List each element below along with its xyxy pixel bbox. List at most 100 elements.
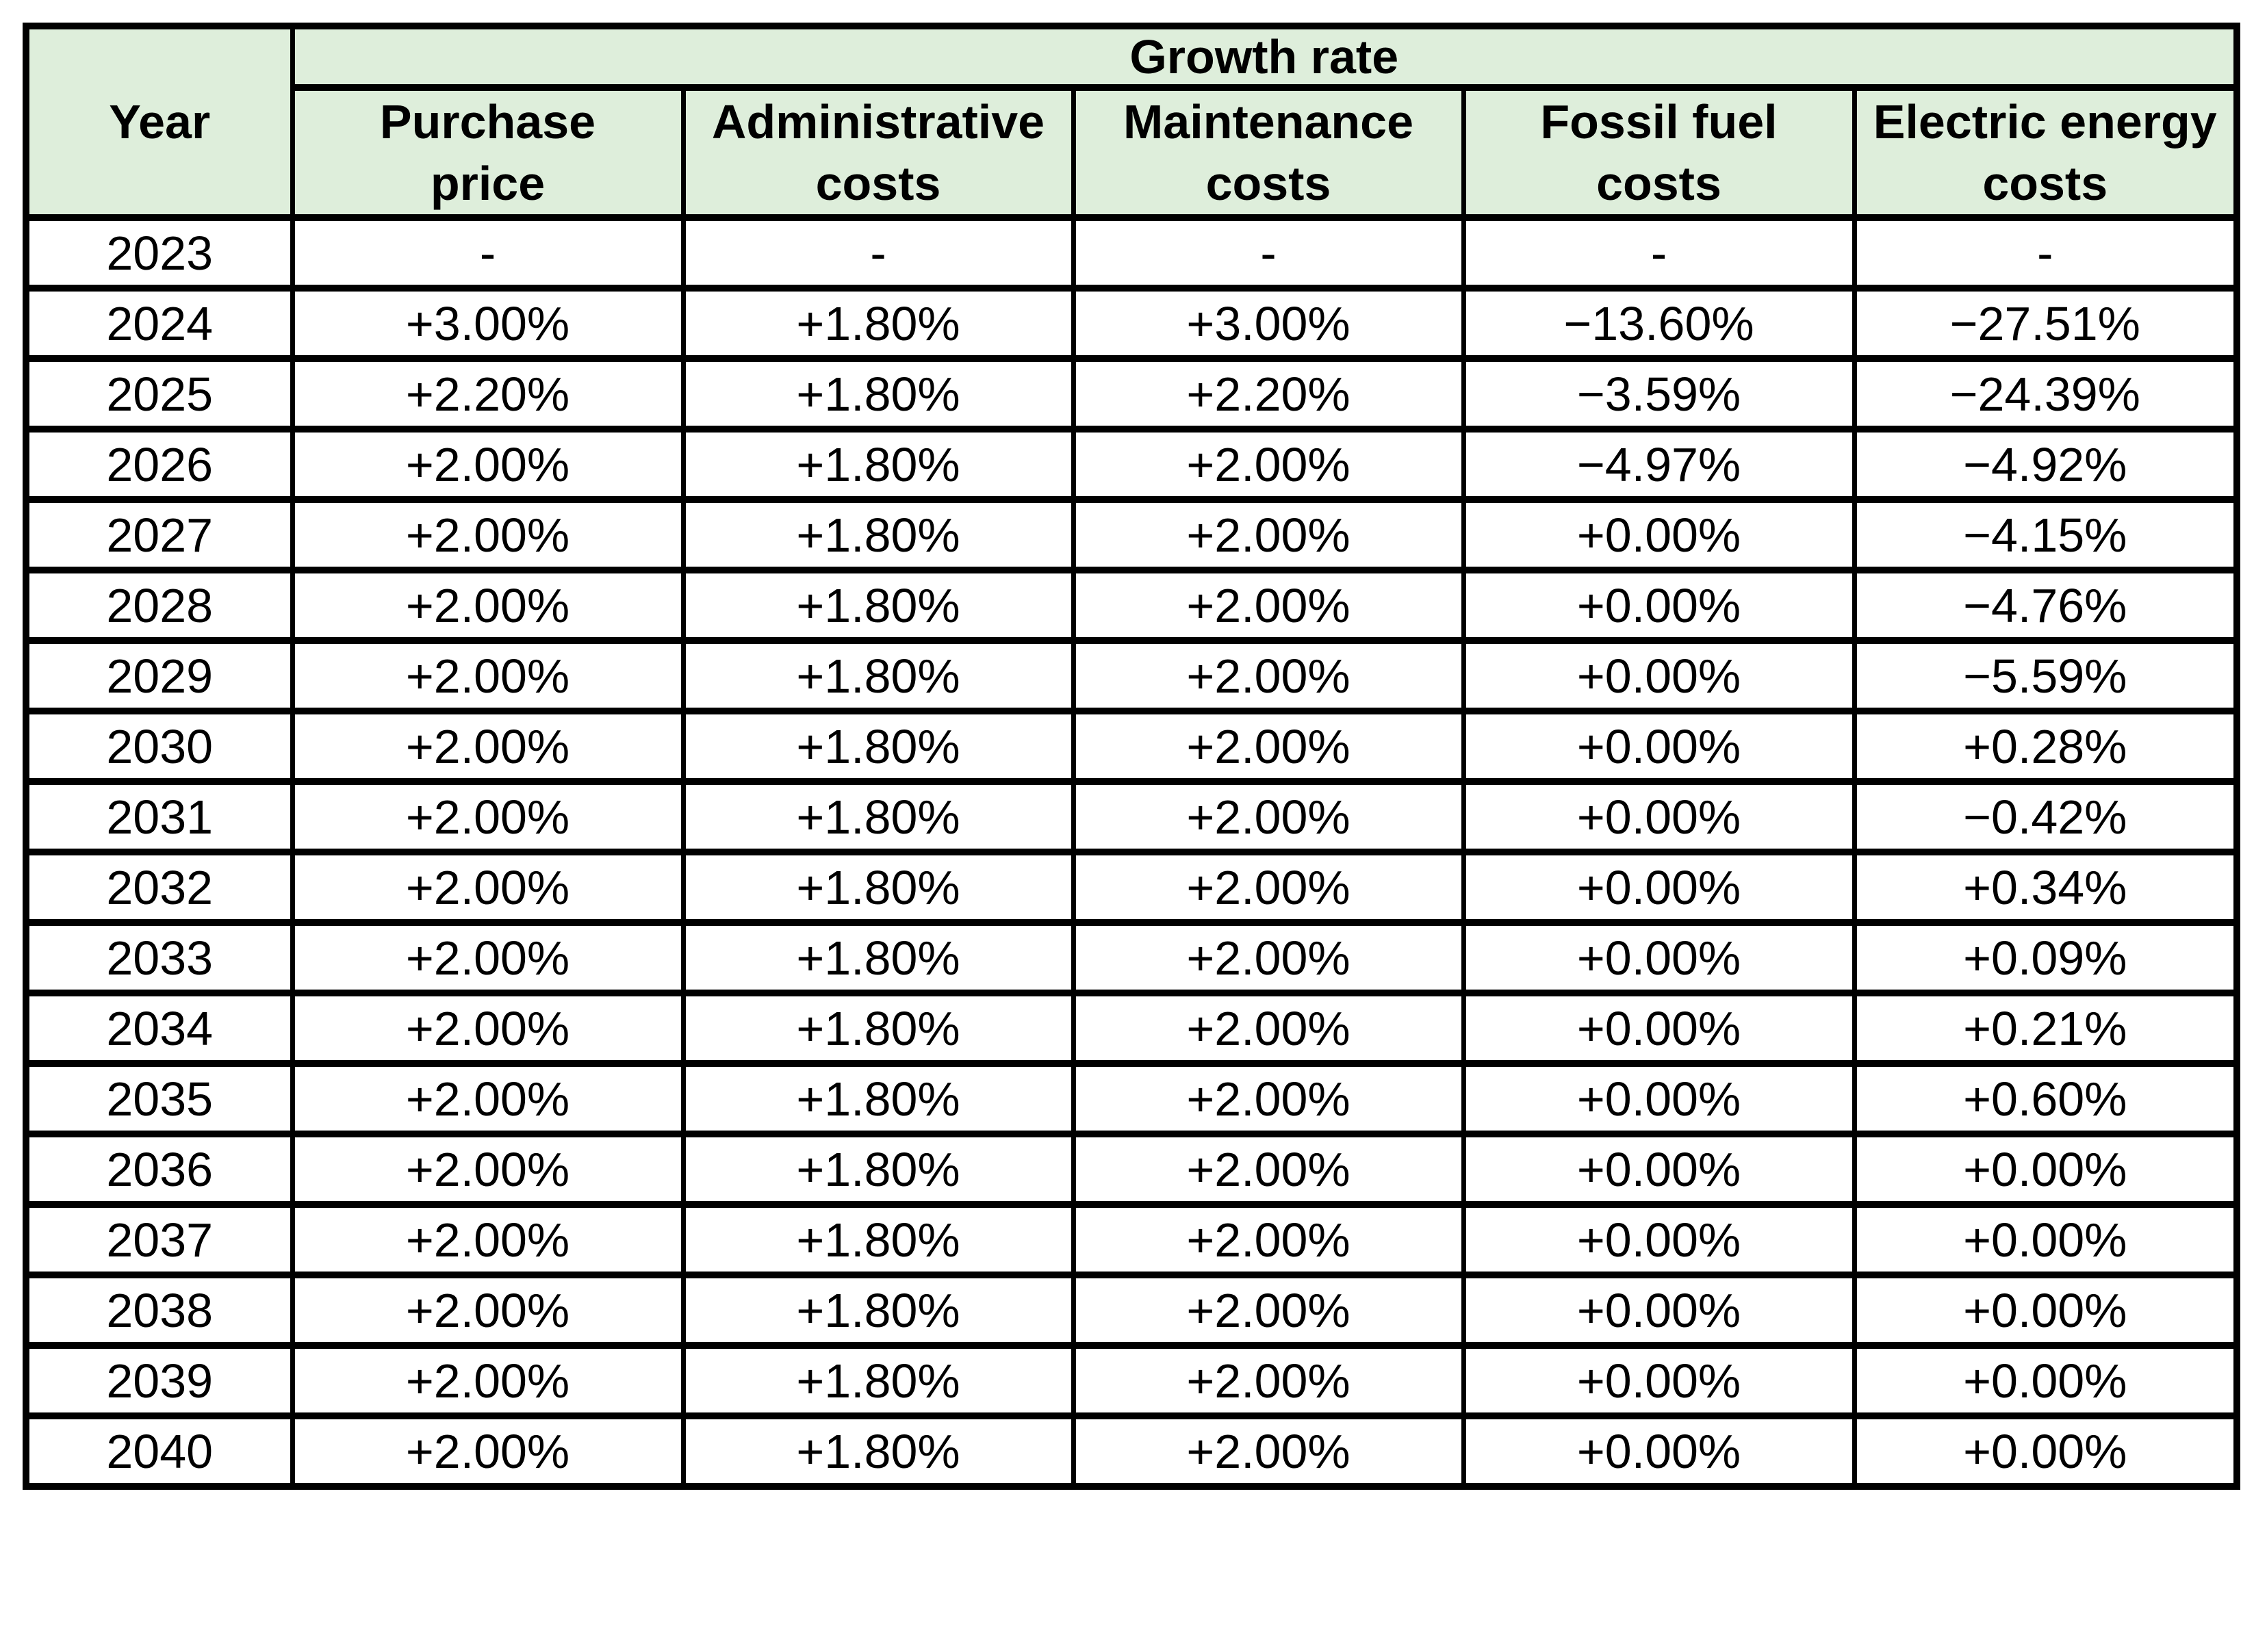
value-cell: +1.80% (680, 1342, 1076, 1419)
table-row: 2029 +2.00% +1.80% +2.00% +0.00% −5.59% (23, 637, 2240, 714)
value-cell: +0.60% (1852, 1060, 2240, 1137)
year-cell: 2023 (23, 214, 295, 292)
value-cell: +2.00% (1071, 1412, 1466, 1490)
value-cell: +2.00% (1071, 919, 1466, 996)
table-row: 2026 +2.00% +1.80% +2.00% −4.97% −4.92% (23, 426, 2240, 503)
header-line-top: Maintenance (1123, 95, 1413, 149)
value-cell: +3.00% (1071, 285, 1466, 362)
header-line-bottom: costs (1596, 157, 1721, 210)
value-cell: +2.00% (1071, 778, 1466, 855)
year-cell: 2040 (23, 1412, 295, 1490)
value-cell: +2.00% (290, 708, 686, 785)
value-cell: +1.80% (680, 426, 1076, 503)
value-cell: −5.59% (1852, 637, 2240, 714)
value-cell: +2.00% (290, 496, 686, 573)
value-cell: +0.00% (1461, 1131, 1857, 1208)
value-cell: +1.80% (680, 496, 1076, 573)
year-cell: 2033 (23, 919, 295, 996)
year-cell: 2026 (23, 426, 295, 503)
table-row: 2027 +2.00% +1.80% +2.00% +0.00% −4.15% (23, 496, 2240, 573)
value-cell: +0.00% (1461, 1272, 1857, 1349)
value-cell: +1.80% (680, 1060, 1076, 1137)
year-cell: 2037 (23, 1201, 295, 1278)
value-cell: +0.28% (1852, 708, 2240, 785)
header-line-bottom: costs (815, 157, 941, 210)
value-cell: +2.00% (290, 1412, 686, 1490)
table-row: 2038 +2.00% +1.80% +2.00% +0.00% +0.00% (23, 1272, 2240, 1349)
value-cell: +1.80% (680, 567, 1076, 644)
value-cell: +0.00% (1852, 1412, 2240, 1490)
value-cell: +0.00% (1461, 849, 1857, 926)
year-cell: 2038 (23, 1272, 295, 1349)
value-cell: +2.00% (290, 1060, 686, 1137)
table-row: 2033 +2.00% +1.80% +2.00% +0.00% +0.09% (23, 919, 2240, 996)
value-cell: +0.00% (1461, 708, 1857, 785)
table-row: 2023- - - - - (23, 214, 2240, 292)
value-cell: +1.80% (680, 1272, 1076, 1349)
value-cell: +2.00% (290, 567, 686, 644)
value-cell: - (290, 214, 686, 292)
table-row: 2024 +3.00% +1.80% +3.00% −13.60% −27.51% (23, 285, 2240, 362)
value-cell: +2.00% (290, 849, 686, 926)
value-cell: +2.00% (290, 990, 686, 1067)
year-cell: 2028 (23, 567, 295, 644)
value-cell: +2.00% (1071, 1272, 1466, 1349)
value-cell: +2.00% (1071, 1201, 1466, 1278)
growth-rate-table: Year Growth rate Purchase price Administ… (23, 23, 2240, 1490)
value-cell: +0.00% (1852, 1342, 2240, 1419)
value-cell: - (1071, 214, 1466, 292)
value-cell: −3.59% (1461, 355, 1857, 433)
value-cell: −27.51% (1852, 285, 2240, 362)
value-cell: +2.00% (1071, 1060, 1466, 1137)
column-header-purchase-price: Purchase price (290, 84, 686, 221)
value-cell: +0.00% (1461, 1412, 1857, 1490)
value-cell: - (680, 214, 1076, 292)
value-cell: +1.80% (680, 778, 1076, 855)
value-cell: −4.15% (1852, 496, 2240, 573)
value-cell: +0.00% (1461, 1342, 1857, 1419)
value-cell: - (1852, 214, 2240, 292)
value-cell: +2.00% (1071, 567, 1466, 644)
header-line-top: Electric energy (1873, 95, 2217, 149)
year-cell: 2025 (23, 355, 295, 433)
value-cell: +2.00% (1071, 637, 1466, 714)
value-cell: −4.92% (1852, 426, 2240, 503)
value-cell: +1.80% (680, 355, 1076, 433)
year-cell: 2039 (23, 1342, 295, 1419)
header-line-top: Fossil fuel (1540, 95, 1778, 149)
value-cell: +0.00% (1461, 919, 1857, 996)
value-cell: +0.21% (1852, 990, 2240, 1067)
value-cell: +0.00% (1461, 1201, 1857, 1278)
value-cell: +2.00% (1071, 849, 1466, 926)
value-cell: −13.60% (1461, 285, 1857, 362)
value-cell: +1.80% (680, 990, 1076, 1067)
year-cell: 2027 (23, 496, 295, 573)
table-row: 2032 +2.00% +1.80% +2.00% +0.00% +0.34% (23, 849, 2240, 926)
value-cell: +2.00% (1071, 708, 1466, 785)
value-cell: +2.20% (290, 355, 686, 433)
header-columns-row: Purchase price Administrative costs Main… (26, 84, 2240, 221)
table-row: 2034 +2.00% +1.80% +2.00% +0.00% +0.21% (23, 990, 2240, 1067)
value-cell: +0.00% (1461, 496, 1857, 573)
table-row: 2030 +2.00% +1.80% +2.00% +0.00% +0.28% (23, 708, 2240, 785)
table-row: 2040 +2.00% +1.80% +2.00% +0.00% +0.00% (23, 1412, 2240, 1490)
table-row: 2036 +2.00% +1.80% +2.00% +0.00% +0.00% (23, 1131, 2240, 1208)
table-row: 2037 +2.00% +1.80% +2.00% +0.00% +0.00% (23, 1201, 2240, 1278)
value-cell: +0.34% (1852, 849, 2240, 926)
value-cell: +1.80% (680, 1412, 1076, 1490)
header-line-bottom: costs (1205, 157, 1331, 210)
value-cell: +2.00% (290, 778, 686, 855)
value-cell: −4.97% (1461, 426, 1857, 503)
value-cell: +0.09% (1852, 919, 2240, 996)
value-cell: +3.00% (290, 285, 686, 362)
value-cell: +0.00% (1852, 1201, 2240, 1278)
value-cell: +2.00% (290, 1272, 686, 1349)
value-cell: +2.00% (290, 637, 686, 714)
value-cell: −4.76% (1852, 567, 2240, 644)
year-cell: 2024 (23, 285, 295, 362)
value-cell: +2.00% (290, 919, 686, 996)
value-cell: +1.80% (680, 1201, 1076, 1278)
table-row: 2039 +2.00% +1.80% +2.00% +0.00% +0.00% (23, 1342, 2240, 1419)
value-cell: −24.39% (1852, 355, 2240, 433)
